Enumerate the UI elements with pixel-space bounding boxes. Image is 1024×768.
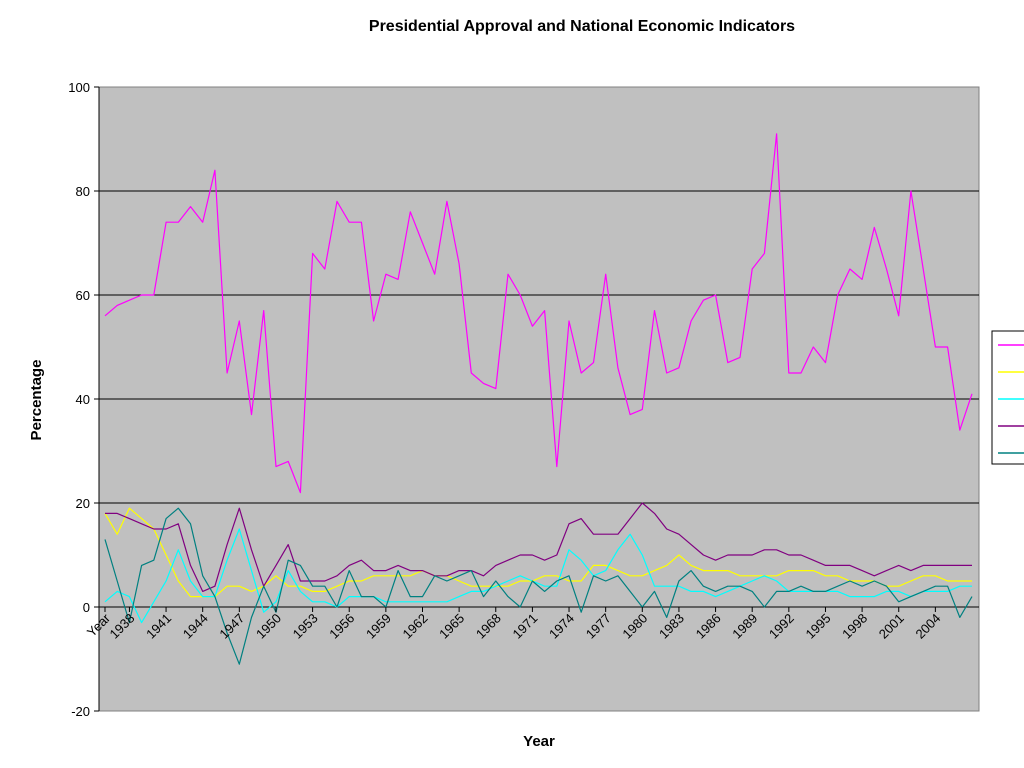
chart-title: Presidential Approval and National Econo…	[369, 18, 795, 35]
y-tick-label-1: 0	[83, 600, 90, 615]
series-line-5	[104, 507, 973, 665]
legend-box	[991, 330, 1024, 465]
x-axis-title: Year	[523, 733, 555, 750]
y-tick-label-2: 20	[76, 496, 90, 511]
y-tick-label-3: 40	[76, 392, 90, 407]
y-axis-ticks: -20 0 20 40 60 80 100	[68, 80, 99, 719]
series-line-2	[104, 507, 972, 598]
series-line-1	[104, 133, 973, 494]
series-line-4	[105, 502, 972, 593]
y-tick-label-5: 80	[76, 184, 90, 199]
data-series	[104, 133, 973, 665]
y-tick-label-6: 100	[68, 80, 90, 95]
y-axis-title: Percentage	[28, 360, 45, 441]
series-line-3	[104, 528, 972, 624]
y-tick-label-0: -20	[71, 704, 90, 719]
y-tick-label-4: 60	[76, 288, 90, 303]
legend	[991, 330, 1024, 465]
